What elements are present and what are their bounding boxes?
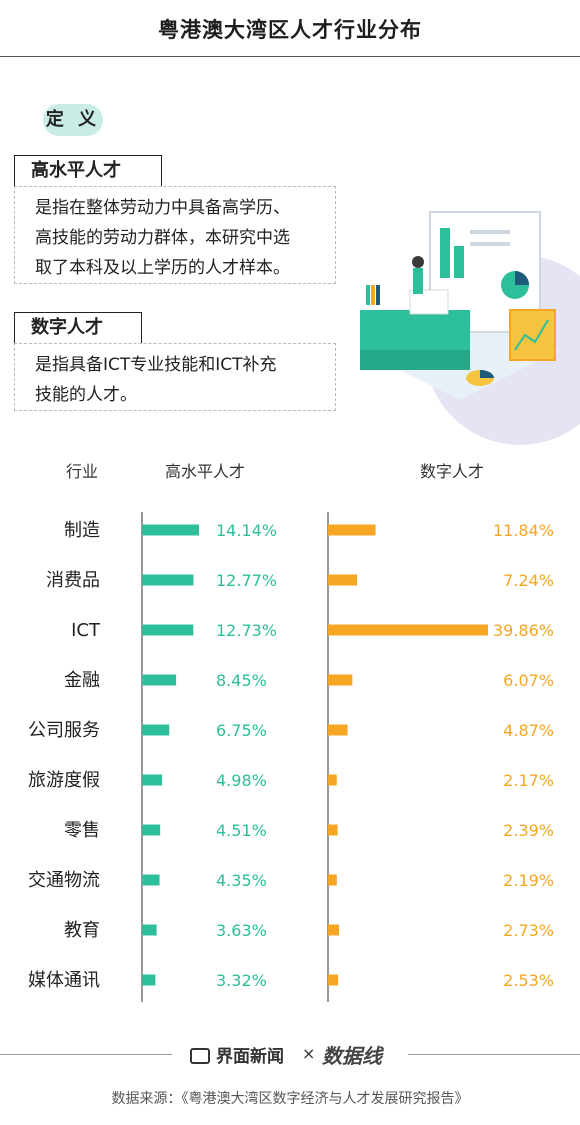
bar-digital [328, 724, 348, 736]
value-label-high-level: 6.75% [216, 721, 267, 740]
term-high-level-talent-desc: 是指在整体劳动力中具备高学历、 高技能的劳动力群体，本研究中选 取了本科及以上学… [14, 186, 336, 284]
category-label: 公司服务 [28, 720, 100, 741]
bar-high-level [142, 524, 199, 536]
value-label-high-level: 4.98% [216, 771, 267, 790]
bar-digital [328, 524, 376, 536]
bar-digital [328, 774, 337, 786]
value-label-high-level: 3.63% [216, 921, 267, 940]
category-label: 教育 [64, 920, 100, 941]
title-divider [0, 56, 580, 57]
book-icon [366, 285, 370, 305]
category-label: 消费品 [46, 570, 100, 591]
office-illustration [360, 211, 580, 445]
value-label-digital: 2.53% [503, 971, 554, 990]
partner-logo: 数据线 [322, 1044, 382, 1068]
chart-card [509, 309, 556, 361]
bar-digital [328, 624, 488, 636]
mini-pie-slice [480, 370, 494, 378]
bar-high-level [142, 774, 163, 786]
term-high-level-talent: 高水平人才 [14, 155, 162, 187]
footer-divider-left [0, 1054, 172, 1055]
person-head [412, 256, 424, 268]
column-header-digital: 数字人才 [420, 462, 485, 481]
bar-digital [328, 874, 337, 886]
category-label: 旅游度假 [28, 770, 100, 791]
bar-high-level [142, 574, 194, 586]
person-body [413, 268, 423, 294]
desc-line: 是指在整体劳动力中具备高学历、 [35, 198, 290, 218]
value-label-digital: 39.86% [493, 621, 554, 640]
column-header-high-level: 高水平人才 [165, 462, 246, 481]
bar-high-level [142, 724, 170, 736]
value-label-high-level: 4.35% [216, 871, 267, 890]
category-label: 零售 [64, 820, 100, 841]
value-label-high-level: 3.32% [216, 971, 267, 990]
footer-brand-name: 界面新闻 [216, 1047, 284, 1067]
bar-high-level [142, 874, 160, 886]
desc-line: 高技能的劳动力群体，本研究中选 [35, 228, 290, 248]
value-label-digital: 4.87% [503, 721, 554, 740]
value-label-high-level: 12.73% [216, 621, 277, 640]
bar-digital [328, 824, 338, 836]
value-label-digital: 6.07% [503, 671, 554, 690]
bar-high-level [142, 624, 194, 636]
value-label-high-level: 4.51% [216, 821, 267, 840]
bar-high-level [142, 924, 157, 936]
desc-line: 技能的人才。 [35, 385, 137, 405]
desc-line: 是指具备ICT专业技能和ICT补充 [35, 355, 277, 375]
term-digital-talent: 数字人才 [14, 312, 142, 344]
data-source: 数据来源：《粤港澳大湾区数字经济与人才发展研究报告》 [111, 1091, 469, 1107]
category-label: ICT [71, 620, 101, 641]
bar-digital [328, 974, 339, 986]
desk-front [360, 350, 470, 370]
value-label-digital: 2.73% [503, 921, 554, 940]
bar-high-level [142, 974, 156, 986]
value-label-digital: 7.24% [503, 571, 554, 590]
bar-high-level [142, 824, 161, 836]
category-label: 媒体通讯 [28, 970, 100, 991]
category-label: 制造 [64, 520, 100, 541]
value-label-high-level: 12.77% [216, 571, 277, 590]
value-label-digital: 2.17% [503, 771, 554, 790]
footer-brand: 界面新闻 [190, 1042, 284, 1067]
bar-digital [328, 674, 353, 686]
value-label-high-level: 14.14% [216, 521, 277, 540]
definition-tag: 定 义 [43, 104, 103, 136]
dashboard-line [470, 242, 510, 246]
brand-logo-icon [190, 1048, 210, 1064]
dashboard-pie-slice [515, 271, 529, 285]
footer-divider-right [408, 1054, 580, 1055]
value-label-digital: 2.19% [503, 871, 554, 890]
category-label: 金融 [64, 670, 100, 691]
page-title: 粤港澳大湾区人才行业分布 [158, 18, 422, 42]
dashboard-bar [454, 246, 464, 278]
bar-digital [328, 924, 339, 936]
dashboard-bar [440, 228, 450, 278]
column-header-industry: 行业 [66, 462, 99, 481]
footer-separator: × [302, 1044, 316, 1063]
bar-digital [328, 574, 358, 586]
dashboard-line [470, 230, 510, 234]
book-icon [371, 285, 375, 305]
bar-high-level [142, 674, 177, 686]
book-icon [376, 285, 380, 305]
term-digital-talent-desc: 是指具备ICT专业技能和ICT补充 技能的人才。 [14, 343, 336, 411]
desk-top [360, 310, 470, 350]
desc-line: 取了本科及以上学历的人才样本。 [35, 258, 290, 278]
value-label-digital: 2.39% [503, 821, 554, 840]
value-label-high-level: 8.45% [216, 671, 267, 690]
industry-bar-chart: 制造 14.14% 11.84% 消费品 12.77% 7.24% ICT 12.73% 39.… [28, 512, 554, 1002]
value-label-digital: 11.84% [493, 521, 554, 540]
category-label: 交通物流 [28, 870, 100, 891]
chart-card-line [514, 319, 549, 351]
